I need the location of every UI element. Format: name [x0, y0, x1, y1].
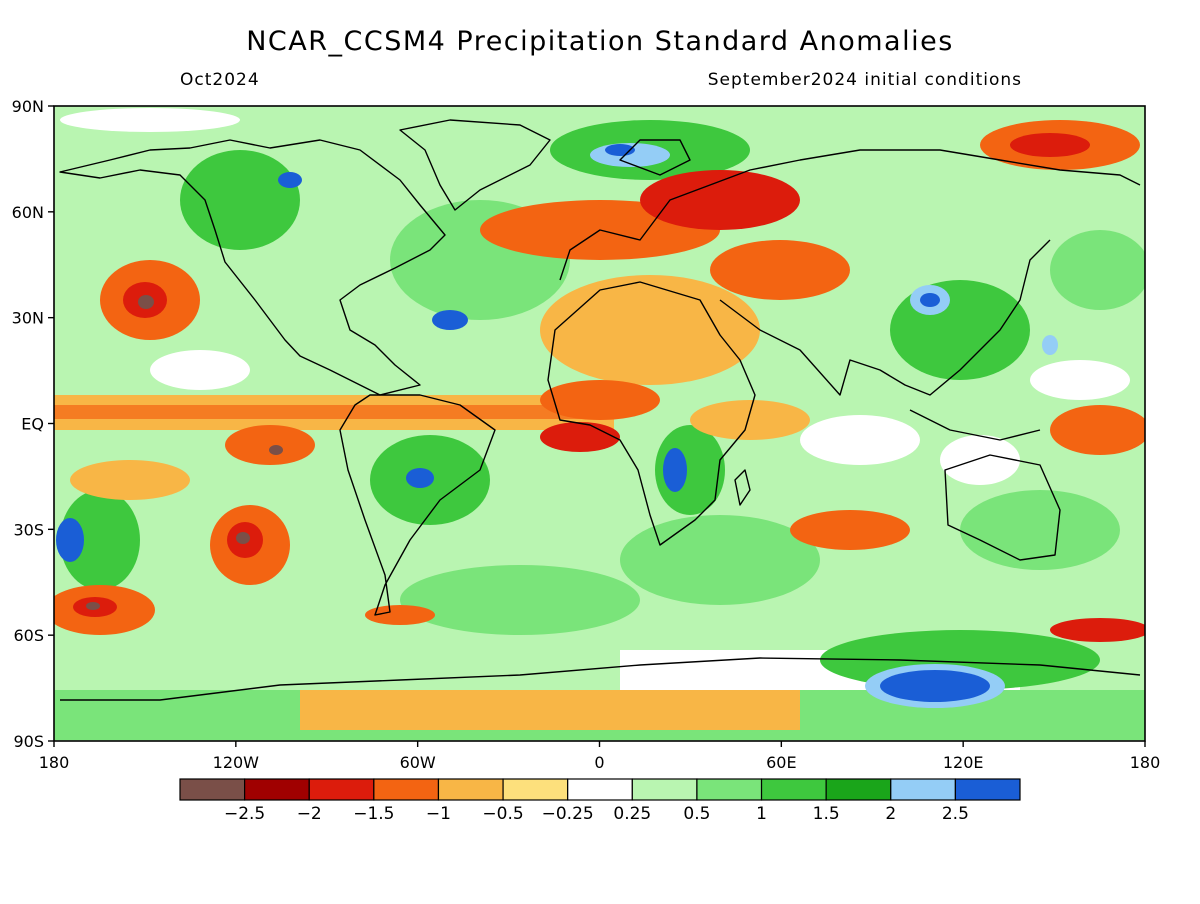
colorbar-label: 1 [756, 804, 767, 824]
colorbar [179, 778, 1021, 801]
colorbar-label: −1.5 [353, 804, 394, 824]
initial-conditions-label: September2024 initial conditions [707, 70, 1022, 90]
lon-tick-label: 60E [766, 753, 796, 772]
lat-tick-label: EQ [21, 415, 44, 434]
lon-tick-label: 180 [39, 753, 70, 772]
colorbar-swatch [631, 778, 698, 801]
lon-tick-label: 120W [213, 753, 260, 772]
colorbar-label: 2.5 [942, 804, 969, 824]
colorbar-swatch [502, 778, 569, 801]
colorbar-label: −0.5 [482, 804, 523, 824]
lon-tick-label: 120E [943, 753, 984, 772]
colorbar-swatch [890, 778, 956, 801]
forecast-month-label: Oct2024 [180, 70, 260, 90]
coastlines [59, 119, 1141, 701]
colorbar-swatch [179, 778, 246, 801]
lat-tick-label: 90S [13, 732, 44, 751]
title: NCAR_CCSM4 Precipitation Standard Anomal… [246, 26, 954, 57]
colorbar-label: 0.5 [683, 804, 710, 824]
colorbar-swatch [760, 778, 827, 801]
colorbar-labels: −2.5 −2 −1.5 −1 −0.5 −0.25 0.25 0.5 1 1.5 2 2.5 [224, 804, 969, 824]
colorbar-label: −1 [426, 804, 451, 824]
colorbar-swatch [825, 778, 892, 801]
colorbar-swatch [567, 778, 633, 801]
lat-tick-label: 90N [12, 97, 44, 116]
lat-tick-label: 60S [13, 626, 44, 645]
colorbar-swatch [696, 778, 763, 801]
colorbar-swatch [308, 778, 375, 801]
colorbar-label: −2.5 [224, 804, 265, 824]
lat-tick-label: 60N [12, 203, 44, 222]
lat-tick-labels: 90N 60N 30N EQ 30S 60S 90S [12, 97, 54, 751]
lon-tick-label: 180 [1130, 753, 1161, 772]
colorbar-swatch [954, 778, 1021, 801]
lon-tick-labels: 180 120W 60W 0 60E 120E 180 [39, 741, 1161, 772]
anomaly-field [54, 106, 1145, 741]
colorbar-swatch [244, 778, 310, 801]
colorbar-swatch [373, 778, 440, 801]
colorbar-label: 0.25 [613, 804, 651, 824]
colorbar-label: 1.5 [813, 804, 840, 824]
lon-tick-label: 0 [594, 753, 604, 772]
colorbar-label: 2 [885, 804, 896, 824]
colorbar-label: −0.25 [542, 804, 594, 824]
colorbar-label: −2 [297, 804, 322, 824]
lat-tick-label: 30N [12, 309, 44, 328]
lon-tick-label: 60W [400, 753, 436, 772]
lat-tick-label: 30S [13, 520, 44, 539]
colorbar-swatch [437, 778, 504, 801]
